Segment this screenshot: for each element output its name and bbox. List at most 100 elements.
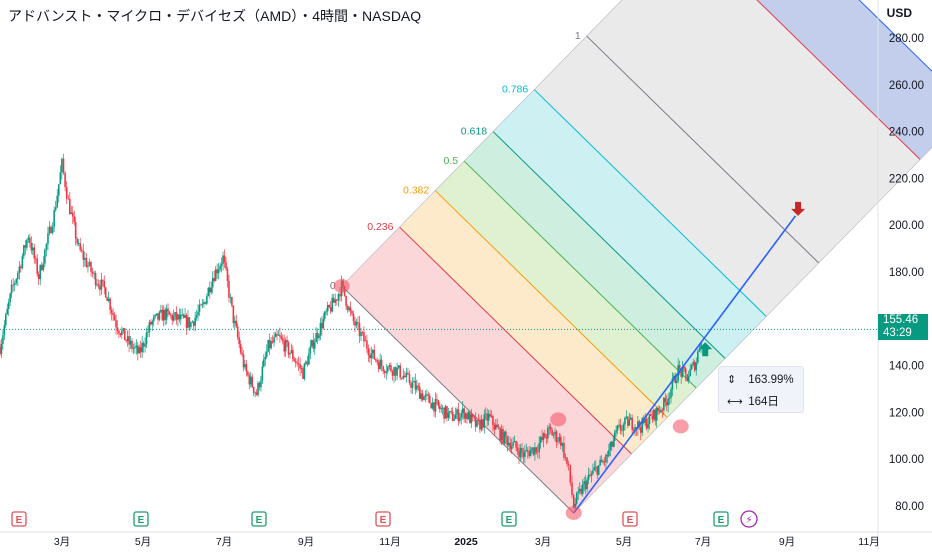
candle-body bbox=[497, 427, 500, 429]
candle-body bbox=[109, 298, 111, 310]
split-event-label: ⚡ bbox=[745, 515, 752, 526]
candle-body bbox=[74, 222, 77, 239]
candle-body bbox=[479, 420, 481, 430]
candle-body bbox=[88, 262, 91, 266]
fib-level-label: 0.5 bbox=[444, 155, 459, 167]
candle-body bbox=[50, 226, 52, 234]
candle-body bbox=[622, 424, 625, 431]
candle-body bbox=[348, 307, 350, 311]
x-axis[interactable]: 3月 5月 7月 9月 11月 2025 3月 5月 7月 9月 11月 bbox=[0, 531, 932, 548]
candle-body bbox=[97, 284, 100, 286]
candle-body bbox=[208, 287, 211, 293]
candle-body bbox=[457, 409, 460, 422]
candle-body bbox=[580, 488, 583, 494]
candle-body bbox=[648, 414, 651, 424]
candle-body bbox=[642, 418, 645, 424]
candle-body bbox=[268, 339, 271, 349]
candle-body bbox=[195, 315, 198, 318]
candle-body bbox=[112, 313, 114, 316]
candle-body bbox=[144, 344, 146, 347]
candle-body bbox=[248, 375, 251, 385]
candle-body bbox=[36, 258, 39, 275]
candle-body bbox=[279, 334, 281, 337]
candle-body bbox=[437, 400, 440, 407]
candle-body bbox=[385, 371, 388, 373]
candle-body bbox=[349, 307, 352, 312]
pivot-marker bbox=[333, 279, 350, 294]
event-label: E bbox=[138, 515, 145, 526]
candle-body bbox=[129, 340, 132, 345]
candle-body bbox=[499, 428, 501, 441]
candle-body bbox=[164, 309, 166, 320]
candle-body bbox=[308, 353, 310, 365]
currency-label[interactable]: USD bbox=[886, 6, 912, 20]
fib-band bbox=[399, 190, 668, 454]
candle-body bbox=[436, 399, 438, 401]
candle-body bbox=[534, 447, 536, 455]
candle-body bbox=[170, 314, 172, 316]
candle-body bbox=[494, 424, 497, 430]
candle-body bbox=[239, 344, 242, 353]
fib-band bbox=[464, 131, 726, 388]
candle-body bbox=[118, 330, 120, 334]
candle-body bbox=[119, 333, 122, 336]
candle-body bbox=[526, 450, 529, 452]
candle-body bbox=[284, 339, 287, 352]
fib-band bbox=[586, 0, 921, 263]
candle-body bbox=[500, 428, 503, 441]
candle-body bbox=[135, 345, 138, 348]
candle-body bbox=[339, 293, 341, 297]
candle-body bbox=[524, 450, 526, 458]
fib-edge bbox=[573, 146, 932, 514]
candle-body bbox=[548, 426, 551, 428]
x-tick-label: 3月 bbox=[54, 536, 70, 548]
candle-body bbox=[664, 397, 667, 403]
bar-countdown: 43:29 bbox=[883, 327, 912, 339]
candle-body bbox=[305, 361, 307, 364]
drawing-overlay[interactable] bbox=[0, 201, 878, 520]
fib-level-label: 0.236 bbox=[367, 221, 393, 233]
candle-body bbox=[416, 385, 418, 390]
candle-body bbox=[595, 466, 597, 468]
candle-body bbox=[647, 423, 649, 429]
candle-body bbox=[76, 238, 78, 244]
candle-body bbox=[413, 380, 415, 383]
candle-body bbox=[225, 262, 227, 269]
event-markers[interactable]: E E E E E E E ⚡ bbox=[11, 510, 758, 528]
candle-body bbox=[103, 280, 106, 288]
candle-body bbox=[194, 317, 196, 326]
candle-body bbox=[45, 243, 48, 250]
candle-body bbox=[148, 322, 151, 332]
candle-body bbox=[345, 295, 347, 306]
candle-body bbox=[192, 321, 195, 326]
candle-body bbox=[616, 425, 619, 431]
candle-body bbox=[441, 407, 444, 409]
candle-body bbox=[261, 366, 264, 381]
candle-body bbox=[625, 416, 628, 418]
x-tick-label: 5月 bbox=[135, 536, 151, 548]
candle-body bbox=[545, 437, 548, 439]
earnings-event-icon bbox=[622, 511, 638, 527]
candle-body bbox=[536, 451, 539, 453]
candle-body bbox=[644, 418, 646, 424]
candle-body bbox=[352, 313, 355, 321]
measure-percent-row: ⇕ 163.99% bbox=[727, 373, 794, 386]
candle-body bbox=[290, 349, 293, 354]
candle-body bbox=[276, 333, 278, 336]
fib-level-line bbox=[756, 0, 921, 160]
last-price-tag: 155.46 43:29 bbox=[878, 314, 928, 340]
candle-body bbox=[586, 479, 588, 490]
candle-body bbox=[26, 239, 28, 248]
candle-body bbox=[434, 399, 437, 412]
candle-body bbox=[417, 385, 420, 387]
candle-body bbox=[21, 256, 24, 269]
candle-body bbox=[286, 339, 288, 343]
candle-body bbox=[228, 281, 230, 298]
candle-body bbox=[64, 172, 66, 188]
candle-body bbox=[257, 383, 259, 396]
candle-body bbox=[328, 304, 330, 308]
candle-body bbox=[410, 383, 412, 388]
x-tick-label: 7月 bbox=[695, 536, 711, 548]
